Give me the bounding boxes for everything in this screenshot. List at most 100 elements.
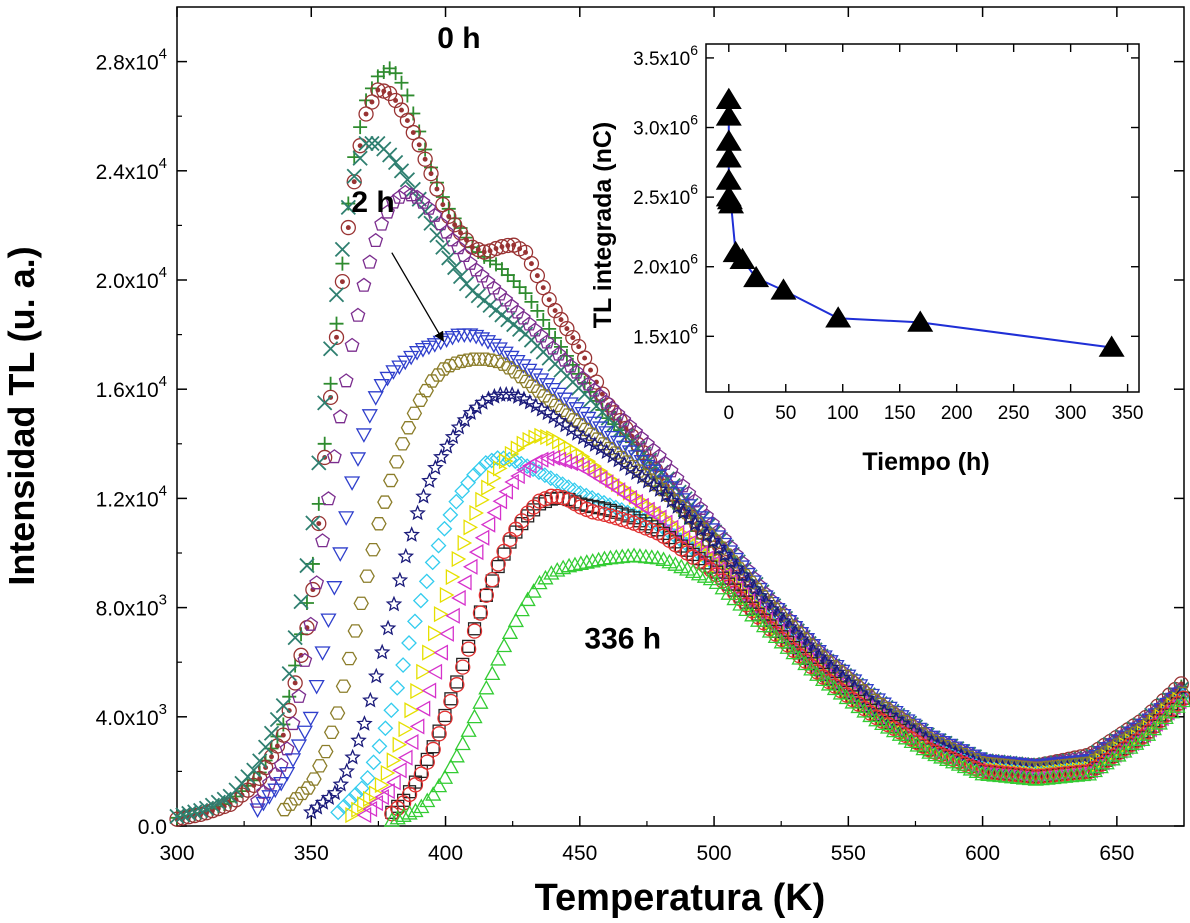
main-data-point <box>607 446 623 460</box>
inset-axis-ticks <box>706 44 1139 392</box>
main-data-point <box>349 452 367 467</box>
inset-y-tick-label: 2.5x106 <box>633 181 698 209</box>
main-data-point <box>460 722 477 737</box>
main-data-point <box>252 753 268 769</box>
main-data-point <box>1128 735 1145 750</box>
main-data-point <box>389 679 406 696</box>
main-data-point <box>703 562 719 578</box>
main-data-point <box>398 721 414 738</box>
main-data-point <box>844 693 861 709</box>
main-data-point <box>382 147 398 163</box>
main-data-point <box>702 570 719 586</box>
main-data-point <box>744 603 760 619</box>
main-data-point <box>443 693 459 710</box>
main-data-point <box>403 187 419 202</box>
main-data-point <box>803 660 820 676</box>
main-data-point <box>394 75 409 90</box>
main-data-point <box>708 574 725 590</box>
main-data-point <box>761 623 779 638</box>
main-data-point <box>425 741 441 758</box>
main-data-point <box>427 663 443 680</box>
main-data-point <box>1169 698 1186 713</box>
main-data-point <box>726 585 743 601</box>
main-data-point <box>413 766 430 782</box>
main-data-point <box>287 629 303 646</box>
main-y-tick-label: 8.0x103 <box>96 592 167 621</box>
main-data-point <box>344 337 360 352</box>
main-data-point <box>509 354 526 370</box>
main-data-point <box>578 554 595 569</box>
main-data-point <box>334 241 351 258</box>
main-data-point <box>416 663 431 680</box>
main-data-point <box>343 476 361 491</box>
main-data-point <box>762 621 778 637</box>
main-data-point <box>385 365 402 380</box>
main-data-point <box>400 88 415 103</box>
main-data-point <box>362 691 379 708</box>
main-data-point <box>332 775 350 792</box>
main-x-tick-label: 500 <box>697 842 732 865</box>
main-data-point <box>512 280 527 295</box>
main-data-point <box>417 151 433 167</box>
main-data-point <box>393 163 410 179</box>
main-data-point <box>330 804 347 821</box>
main-data-point <box>500 268 515 283</box>
main-data-point <box>518 286 533 301</box>
inset-data-point <box>1098 335 1125 357</box>
main-data-point <box>565 329 581 346</box>
main-data-point <box>1175 692 1190 708</box>
main-data-point <box>1086 762 1103 778</box>
main-data-point <box>309 575 325 590</box>
main-data-point <box>527 454 543 471</box>
main-data-point <box>399 112 416 129</box>
main-data-point <box>312 759 328 773</box>
main-data-point <box>492 493 508 510</box>
main-data-point <box>299 557 315 574</box>
main-data-point <box>466 467 482 483</box>
main-data-point <box>820 675 838 691</box>
main-data-point <box>537 569 554 585</box>
main-x-tick-label: 400 <box>428 842 463 865</box>
main-data-point <box>341 651 358 666</box>
main-y-tick-labels: 0.0 4.0x103 8.0x103 1.2x104 1.6x104 2.0x104 2.… <box>96 46 167 839</box>
main-data-point <box>716 545 734 562</box>
main-data-point <box>494 262 509 277</box>
main-data-point <box>484 665 501 681</box>
main-data-point <box>514 513 530 529</box>
main-data-point <box>1110 746 1127 762</box>
main-data-point <box>438 437 456 454</box>
main-y-tick-label: 0.0 <box>138 816 167 839</box>
main-data-point <box>519 591 536 607</box>
main-data-point <box>590 505 607 521</box>
main-data-point <box>774 631 790 648</box>
main-data-point <box>1104 750 1121 766</box>
main-data-point <box>317 436 332 451</box>
main-data-point <box>536 389 553 403</box>
main-data-point <box>491 342 508 357</box>
main-data-point <box>377 495 393 509</box>
main-data-point <box>249 803 266 818</box>
main-data-point <box>592 421 609 436</box>
main-data-point <box>498 483 514 500</box>
main-data-point <box>770 623 785 640</box>
main-data-point <box>439 625 454 642</box>
main-data-point <box>409 504 426 521</box>
main-data-point <box>169 808 185 825</box>
main-data-point <box>501 361 517 375</box>
main-x-tick-labels: 300 350 400 450 500 550 600 650 <box>159 842 1134 865</box>
main-data-point <box>891 726 908 741</box>
main-data-point <box>797 653 814 669</box>
main-data-point <box>879 719 897 734</box>
main-data-point <box>462 558 478 575</box>
main-data-point <box>368 232 384 248</box>
main-data-point <box>642 473 659 487</box>
main-data-point <box>477 454 494 471</box>
main-data-point <box>403 350 420 366</box>
main-data-point <box>728 559 745 576</box>
main-data-point <box>418 573 435 590</box>
main-data-point <box>395 657 412 673</box>
main-data-point <box>576 350 593 366</box>
main-data-point <box>557 453 573 470</box>
main-data-point <box>346 174 362 190</box>
main-data-point <box>311 455 327 471</box>
